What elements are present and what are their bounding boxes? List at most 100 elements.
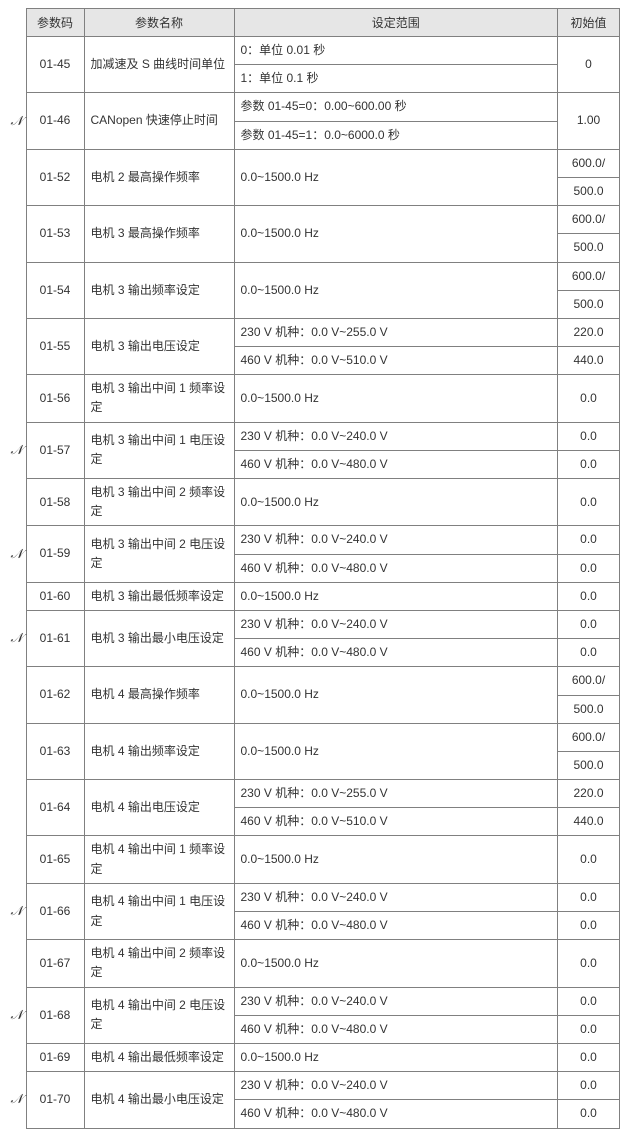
table-row: 01-45加减速及 S 曲线时间单位0：单位 0.01 秒0 [8,37,620,65]
row-flag [8,37,26,93]
param-range: 1：单位 0.1 秒 [234,65,558,93]
param-name: 电机 3 输出中间 1 频率设定 [84,375,234,422]
row-flag [8,375,26,422]
param-code: 01-59 [26,526,84,582]
param-range: 460 V 机种：0.0 V~480.0 V [234,639,558,667]
row-flag [8,667,26,723]
param-name: 电机 3 输出中间 1 电压设定 [84,422,234,478]
param-init: 0.0 [558,912,620,940]
param-init: 600.0/ [558,149,620,177]
table-row: 01-52电机 2 最高操作频率0.0~1500.0 Hz600.0/ [8,149,620,177]
param-init: 0.0 [558,1072,620,1100]
param-init: 500.0 [558,290,620,318]
param-name: 电机 3 输出中间 2 电压设定 [84,526,234,582]
param-code: 01-52 [26,149,84,205]
row-flag: 𝒩 [8,93,26,149]
param-range: 0.0~1500.0 Hz [234,149,558,205]
param-range: 460 V 机种：0.0 V~480.0 V [234,554,558,582]
param-range: 0.0~1500.0 Hz [234,836,558,883]
param-init: 0.0 [558,1100,620,1128]
param-range: 230 V 机种：0.0 V~255.0 V [234,780,558,808]
table-row: 𝒩01-68电机 4 输出中间 2 电压设定230 V 机种：0.0 V~240… [8,987,620,1015]
param-init: 0.0 [558,450,620,478]
row-flag [8,836,26,883]
row-flag [8,262,26,318]
param-range: 0.0~1500.0 Hz [234,262,558,318]
param-range: 230 V 机种：0.0 V~240.0 V [234,610,558,638]
table-row: 01-65电机 4 输出中间 1 频率设定0.0~1500.0 Hz0.0 [8,836,620,883]
param-range: 0.0~1500.0 Hz [234,723,558,779]
param-range: 230 V 机种：0.0 V~240.0 V [234,526,558,554]
param-init: 0.0 [558,526,620,554]
param-code: 01-53 [26,206,84,262]
param-code: 01-61 [26,610,84,666]
row-flag: 𝒩 [8,610,26,666]
param-init: 500.0 [558,695,620,723]
param-code: 01-65 [26,836,84,883]
param-range: 0.0~1500.0 Hz [234,582,558,610]
header-code: 参数码 [26,9,84,37]
param-init: 600.0/ [558,723,620,751]
param-code: 01-68 [26,987,84,1043]
table-row: 𝒩01-59电机 3 输出中间 2 电压设定230 V 机种：0.0 V~240… [8,526,620,554]
param-range: 230 V 机种：0.0 V~240.0 V [234,883,558,911]
param-init: 500.0 [558,751,620,779]
table-row: 01-62电机 4 最高操作频率0.0~1500.0 Hz600.0/ [8,667,620,695]
param-init: 0.0 [558,1043,620,1071]
param-init: 0 [558,37,620,93]
param-range: 460 V 机种：0.0 V~480.0 V [234,1015,558,1043]
param-name: 电机 3 输出电压设定 [84,318,234,374]
row-flag: 𝒩 [8,1072,26,1128]
param-range: 参数 01-45=0：0.00~600.00 秒 [234,93,558,121]
param-init: 0.0 [558,836,620,883]
param-init: 0.0 [558,554,620,582]
param-code: 01-70 [26,1072,84,1128]
param-code: 01-67 [26,940,84,987]
param-init: 600.0/ [558,667,620,695]
param-range: 460 V 机种：0.0 V~510.0 V [234,347,558,375]
param-name: 电机 4 输出最低频率设定 [84,1043,234,1071]
param-code: 01-46 [26,93,84,149]
table-row: 01-55电机 3 输出电压设定230 V 机种：0.0 V~255.0 V22… [8,318,620,346]
table-row: 𝒩01-57电机 3 输出中间 1 电压设定230 V 机种：0.0 V~240… [8,422,620,450]
param-name: 电机 4 输出最小电压设定 [84,1072,234,1128]
param-code: 01-64 [26,780,84,836]
param-range: 460 V 机种：0.0 V~480.0 V [234,1100,558,1128]
param-init: 440.0 [558,808,620,836]
table-row: 01-56电机 3 输出中间 1 频率设定0.0~1500.0 Hz0.0 [8,375,620,422]
row-flag [8,940,26,987]
param-code: 01-58 [26,479,84,526]
row-flag [8,206,26,262]
param-name: 电机 4 输出中间 2 频率设定 [84,940,234,987]
param-init: 440.0 [558,347,620,375]
param-code: 01-56 [26,375,84,422]
header-name: 参数名称 [84,9,234,37]
param-range: 460 V 机种：0.0 V~510.0 V [234,808,558,836]
table-row: 01-54电机 3 输出频率设定0.0~1500.0 Hz600.0/ [8,262,620,290]
param-range: 460 V 机种：0.0 V~480.0 V [234,450,558,478]
param-code: 01-54 [26,262,84,318]
param-name: 电机 4 输出中间 2 电压设定 [84,987,234,1043]
row-flag [8,1043,26,1071]
param-name: 电机 3 输出中间 2 频率设定 [84,479,234,526]
param-init: 0.0 [558,422,620,450]
param-name: 电机 4 输出中间 1 电压设定 [84,883,234,939]
table-row: 01-63电机 4 输出频率设定0.0~1500.0 Hz600.0/ [8,723,620,751]
param-init: 220.0 [558,780,620,808]
param-range: 参数 01-45=1：0.0~6000.0 秒 [234,121,558,149]
row-flag: 𝒩 [8,883,26,939]
table-row: 𝒩01-61电机 3 输出最小电压设定230 V 机种：0.0 V~240.0 … [8,610,620,638]
param-code: 01-62 [26,667,84,723]
param-name: 电机 4 输出中间 1 频率设定 [84,836,234,883]
param-code: 01-69 [26,1043,84,1071]
row-flag [8,318,26,374]
row-flag [8,780,26,836]
param-code: 01-55 [26,318,84,374]
table-row: 01-69电机 4 输出最低频率设定0.0~1500.0 Hz0.0 [8,1043,620,1071]
table-header-row: 参数码 参数名称 设定范围 初始值 [8,9,620,37]
row-flag: 𝒩 [8,526,26,582]
table-row: 01-64电机 4 输出电压设定230 V 机种：0.0 V~255.0 V22… [8,780,620,808]
table-row: 01-60电机 3 输出最低频率设定0.0~1500.0 Hz0.0 [8,582,620,610]
param-range: 0.0~1500.0 Hz [234,375,558,422]
row-flag: 𝒩 [8,422,26,478]
